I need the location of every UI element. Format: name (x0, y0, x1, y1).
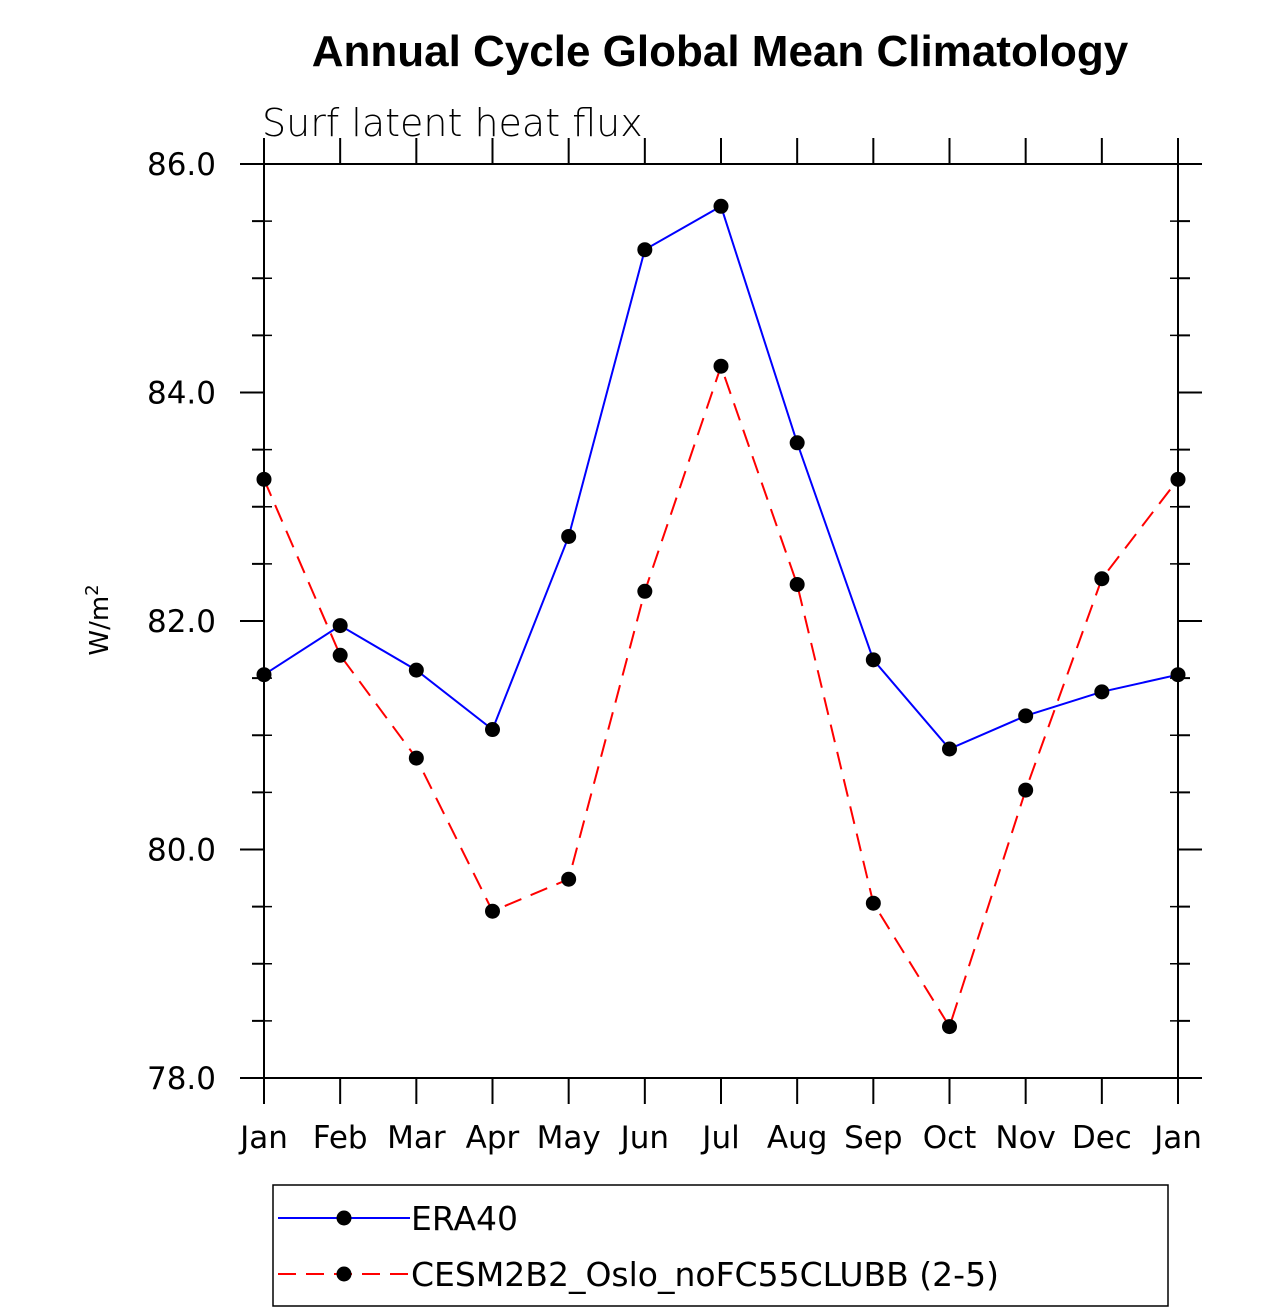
x-tick-label: Aug (767, 1120, 828, 1156)
series-line-1 (263, 363, 1179, 1029)
chart-title: Annual Cycle Global Mean Climatology (312, 27, 1129, 76)
series-1-point (1018, 782, 1034, 798)
series-1-point (1094, 571, 1110, 587)
series-0-point (713, 198, 729, 214)
x-tick-label: May (537, 1120, 601, 1156)
series-0-point (789, 435, 805, 451)
series-1-point (408, 750, 424, 766)
y-axis-label: W/m2 (82, 584, 115, 655)
legend: ERA40 CESM2B2_Oslo_noFC55CLUBB (2-5) (278, 1199, 999, 1294)
legend-label-0: ERA40 (411, 1199, 518, 1238)
series-line-0 (263, 204, 1179, 751)
series-1-point (485, 903, 500, 919)
legend-box (272, 1184, 1169, 1307)
y-axis-label-superscript: 2 (82, 584, 103, 595)
plot-frame (263, 163, 1179, 1079)
chart-subtitle: Surf latent heat flux (262, 101, 643, 145)
series-0-point (1094, 684, 1110, 700)
x-tick-label: Mar (387, 1120, 446, 1156)
y-axis-ticks: 78.0 80.0 82.0 84.0 86.0 (147, 147, 1202, 1097)
x-tick-label: Oct (923, 1120, 977, 1156)
y-tick-label: 78.0 (147, 1061, 216, 1097)
series-1-point (637, 583, 653, 599)
x-tick-label: Jul (700, 1120, 739, 1156)
legend-marker-0 (336, 1210, 352, 1226)
x-tick-label: Dec (1072, 1120, 1132, 1156)
series-0-point (561, 528, 577, 544)
legend-label-1: CESM2B2_Oslo_noFC55CLUBB (2-5) (411, 1255, 999, 1294)
y-tick-label: 86.0 (147, 147, 216, 183)
series-0-point (942, 741, 957, 757)
series-1-point (789, 576, 805, 592)
series-0-point (332, 618, 348, 634)
series-1-point (561, 871, 577, 887)
x-tick-label: Jan (238, 1120, 288, 1156)
x-axis-ticks: Jan Feb Mar Apr May Jun Jul Aug Sep Oct Nov Dec Jan (238, 138, 1202, 1156)
series-1-point (332, 647, 348, 663)
series-0-point (865, 652, 881, 668)
series-1-point (1170, 471, 1186, 487)
series-0-point (256, 667, 272, 683)
series-0-point (1170, 667, 1186, 683)
series-1-point (256, 471, 272, 487)
x-tick-label: Feb (313, 1120, 368, 1156)
x-tick-label: Nov (995, 1120, 1056, 1156)
y-axis-label-text: W/m (85, 596, 115, 656)
series-0-point (637, 242, 653, 258)
y-tick-label: 84.0 (147, 376, 216, 412)
x-tick-label: Jan (1152, 1120, 1202, 1156)
x-tick-label: Apr (466, 1120, 520, 1156)
series-1-point (713, 358, 729, 374)
series-1-point (865, 895, 881, 911)
series-0-point (408, 662, 424, 678)
series-0-point (1018, 708, 1034, 724)
series-0-point (485, 722, 500, 738)
series-layer (256, 198, 1186, 1035)
y-tick-label: 80.0 (147, 833, 216, 869)
series-1-point (942, 1019, 957, 1035)
legend-marker-1 (336, 1266, 352, 1282)
x-tick-label: Jun (619, 1120, 669, 1156)
y-tick-label: 82.0 (147, 604, 216, 640)
x-tick-label: Sep (844, 1120, 902, 1156)
